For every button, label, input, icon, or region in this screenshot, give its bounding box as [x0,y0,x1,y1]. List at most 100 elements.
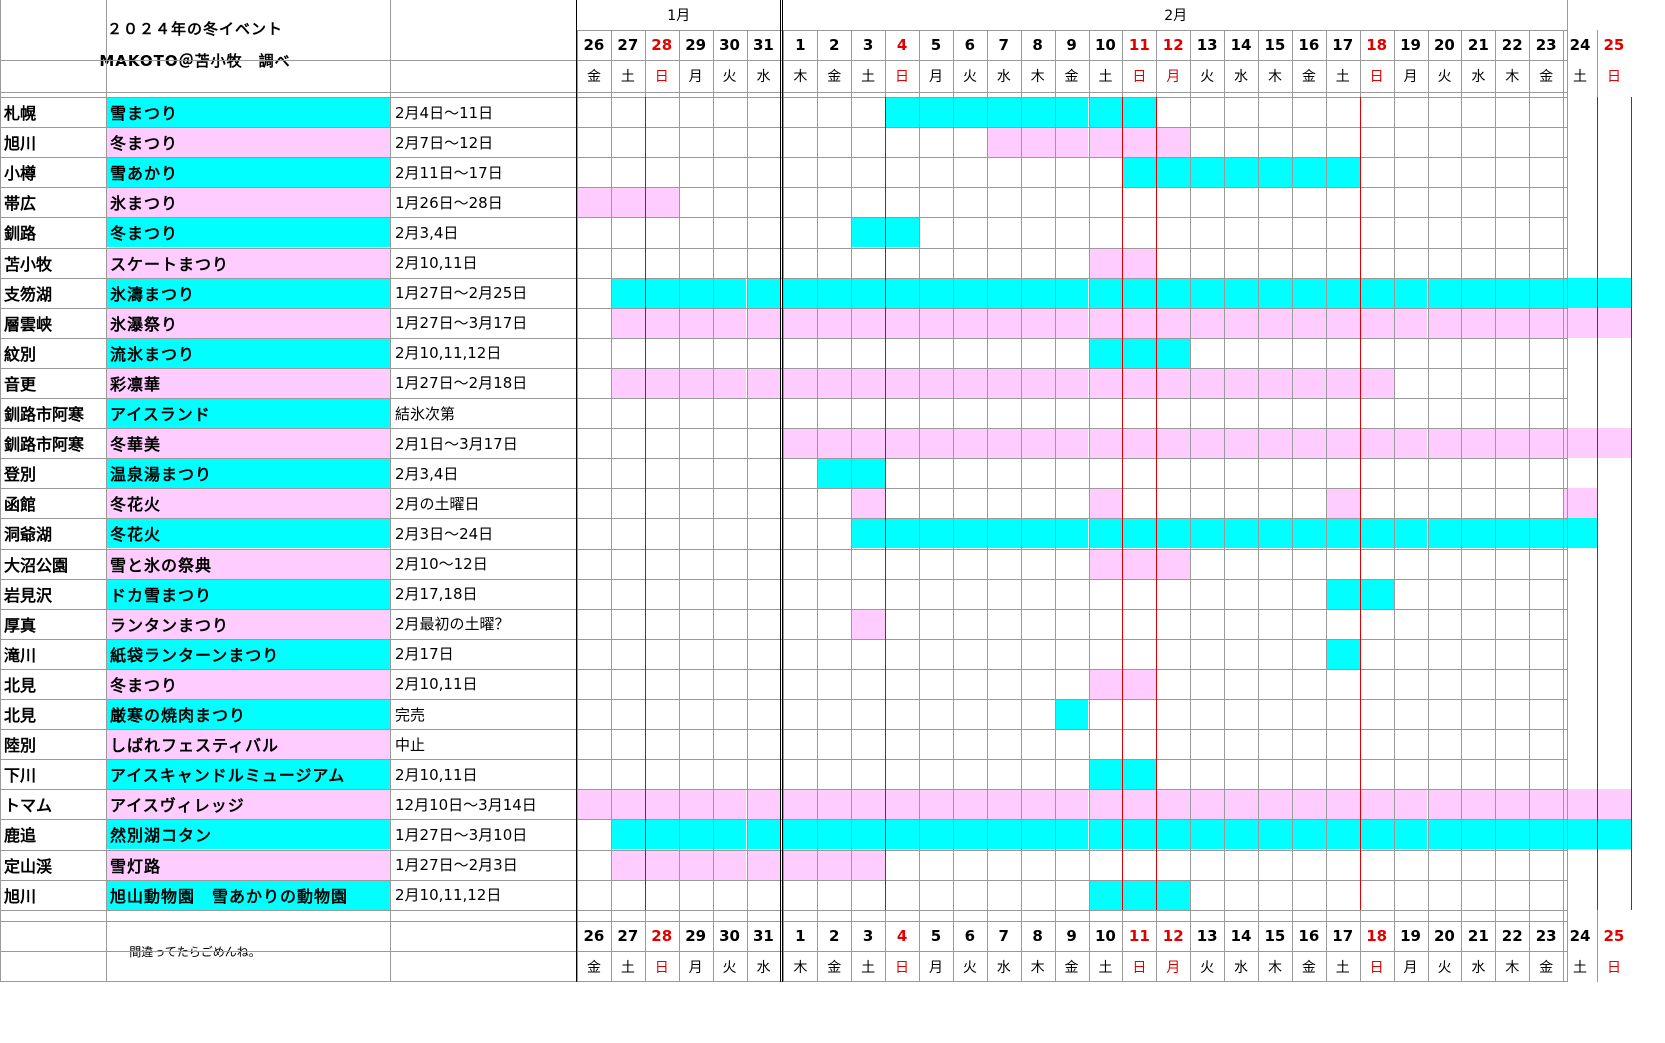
event-period-cell [851,458,886,489]
event-dates: 2月17,18日 [395,585,478,604]
footer-day-number: 9 [1066,927,1077,945]
event-dates: 1月27日～2月18日 [395,374,528,393]
event-period-cell [885,277,919,308]
event-period-cell [678,819,713,850]
event-location: 釧路市阿寒 [4,405,85,425]
event-period-cell [1325,367,1360,398]
event-period-cell [1461,277,1496,308]
event-dates: 2月最初の土曜？ [395,615,510,634]
event-dates: 1月27日～2月3日 [395,856,518,875]
event-dates: 12月10日～3月14日 [395,795,537,814]
event-period-cell [1190,789,1225,820]
grid-hline [0,338,1568,339]
grid-hline [0,921,1568,922]
event-period-cell [712,307,747,338]
event-period-cell [1122,157,1157,188]
event-location: 洞爺湖 [4,525,53,545]
event-period-cell [851,428,886,459]
event-period-cell [1393,428,1428,459]
event-period-cell [1359,518,1394,549]
footer-weekday: 日 [654,959,669,976]
header-weekday: 水 [1234,69,1249,85]
grid-hline [0,850,1568,851]
event-period-cell [1224,307,1258,338]
event-period-cell [851,217,886,248]
footer-weekday: 金 [1064,959,1079,976]
footer-day-number: 24 [1569,927,1591,945]
event-period-cell [1122,668,1157,699]
event-name: 氷濤まつり [106,277,390,308]
header-day-number: 19 [1400,36,1421,54]
footer-weekday: 火 [1200,959,1215,976]
event-dates: 2月11日～17日 [395,163,503,182]
header-weekday: 日 [654,69,669,85]
event-period-cell [817,458,852,489]
event-period-cell [783,789,818,820]
event-period-cell [1190,157,1225,188]
footer-day-number: 27 [617,927,639,945]
grid-hline [0,981,1568,982]
header-day-number: 30 [719,36,740,54]
grid-hline [0,157,1568,158]
footer-day-number: 25 [1603,927,1625,945]
footer-weekday: 金 [1539,959,1554,976]
month-divider [780,0,781,982]
header-day-number: 16 [1298,36,1320,54]
event-period-cell [919,367,953,398]
event-period-cell [952,428,987,459]
event-location: 大沼公園 [4,555,69,575]
event-period-cell [885,97,919,128]
event-location: トマム [4,796,53,816]
grid-vline [1258,30,1259,982]
event-period-cell [851,608,886,639]
grid-vline-red [1631,97,1632,910]
event-period-cell [1597,307,1631,338]
event-period-cell [1258,157,1292,188]
header-day-number: 29 [685,36,707,54]
event-period-cell [1054,819,1089,850]
event-period-cell [712,819,747,850]
footer-day-number: 3 [862,927,874,945]
event-period-cell [1291,789,1326,820]
grid-hline [0,910,1568,911]
grid-vline [390,0,391,982]
header-weekday: 土 [1573,69,1588,85]
event-period-cell [783,367,818,398]
header-day-number: 21 [1467,36,1489,54]
footer-note: 間違ってたらごめんね。 [129,945,261,959]
event-period-cell [1224,277,1258,308]
footer-weekday: 土 [620,959,635,976]
event-period-cell [1291,307,1326,338]
event-dates: 2月17日 [395,645,454,664]
event-location: 厚真 [4,615,37,635]
header-weekday: 木 [1267,69,1282,85]
event-location: 陸別 [4,736,37,756]
footer-day-number: 20 [1434,927,1455,945]
grid-hline [0,609,1568,610]
event-period-cell [1088,668,1123,699]
event-period-cell [817,367,852,398]
header-day-number: 4 [896,36,908,54]
header-day-number: 2 [829,36,840,54]
event-period-cell [1258,367,1292,398]
grid-hline [0,759,1568,760]
grid-vline [851,30,852,982]
event-period-cell [610,849,645,880]
event-name: 旭山動物園 雪あかりの動物園 [106,879,390,910]
header-day-number: 23 [1535,36,1557,54]
event-name: 温泉湯まつり [106,458,390,489]
header-weekday: 水 [1471,69,1486,85]
event-period-cell [610,307,645,338]
sheet-title: ２０２４年の冬イベント [106,19,283,38]
event-period-cell [1224,428,1258,459]
header-day-number: 18 [1366,36,1388,54]
footer-weekday: 土 [1573,959,1588,976]
event-location: 支笏湖 [4,284,53,304]
header-day-number: 15 [1264,36,1286,54]
grid-vline [919,30,920,982]
event-period-cell [644,849,679,880]
header-weekday: 木 [1505,69,1520,85]
footer-day-number: 19 [1400,927,1421,945]
event-period-cell [678,277,713,308]
header-weekday: 月 [1403,69,1418,85]
